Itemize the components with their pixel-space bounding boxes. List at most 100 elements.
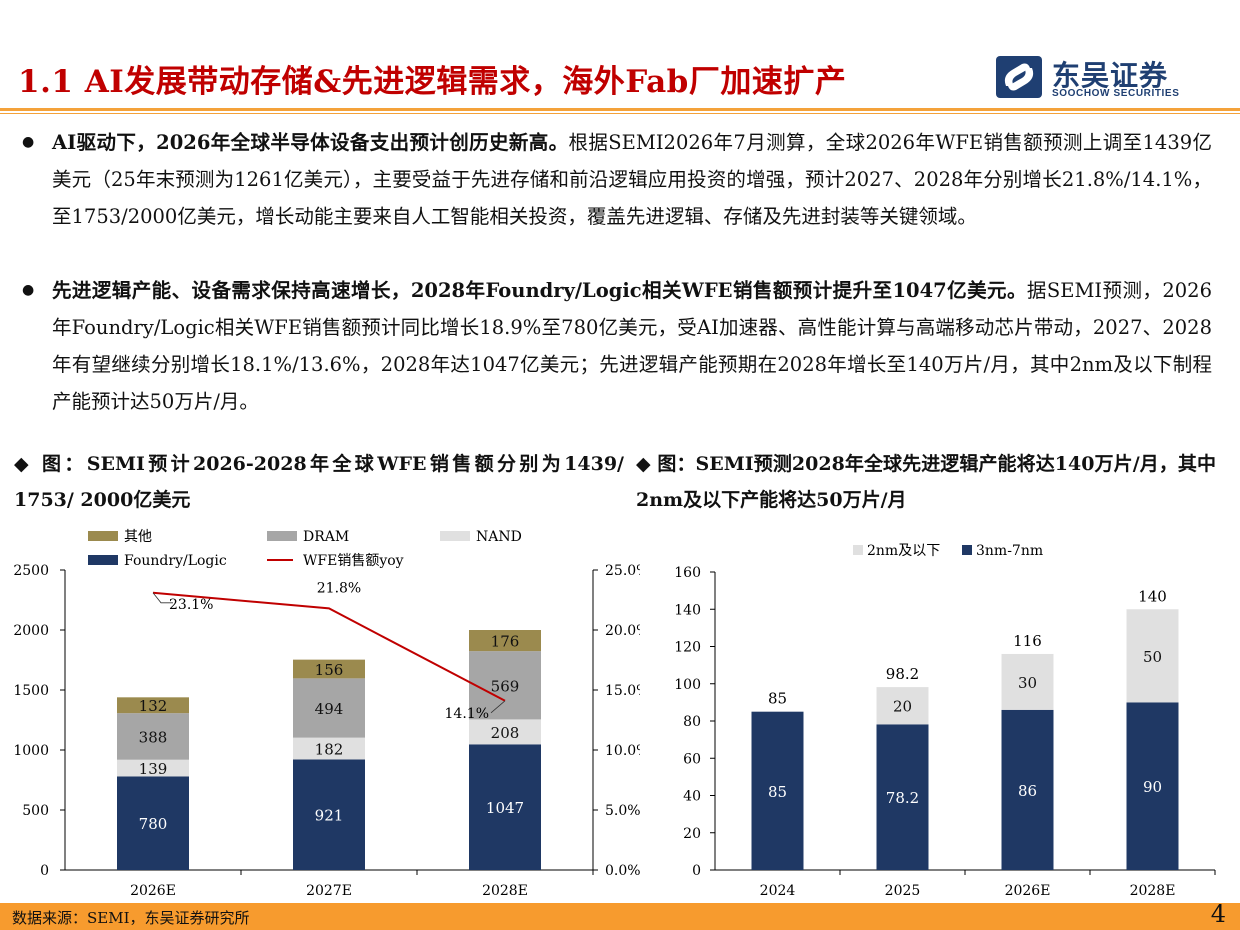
line-label: 23.1% <box>169 597 213 613</box>
yoy-line <box>152 591 506 702</box>
leader-line <box>152 592 173 604</box>
data-label: 182 <box>315 741 344 759</box>
wfe-sales-chart: 0 500 1000 1500 2000 2500 0.0% 5.0% 10.0% 15.0% 20… <box>13 529 640 899</box>
bar-segment <box>876 687 929 725</box>
y-tick-label: 120 <box>674 640 701 656</box>
y-tick-label-left: 1500 <box>13 683 49 699</box>
y-tick-label-left: 2500 <box>13 563 49 579</box>
bar-segment <box>117 713 189 760</box>
legend-swatch <box>962 545 972 555</box>
bar-segment <box>293 678 365 738</box>
bar-segment <box>469 719 541 745</box>
y-tick-label-right: 15.0% <box>605 683 640 699</box>
bar-segment <box>117 776 189 870</box>
y-tick-label-right: 5.0% <box>605 803 640 819</box>
total-label: 116 <box>1013 632 1042 650</box>
legend-swatch <box>440 531 470 541</box>
bar-segment <box>293 659 365 679</box>
logo-text-cn: 东吴证券 <box>1052 59 1169 92</box>
y-tick-label-left: 2000 <box>13 623 49 639</box>
bullet-1-text: 根据SEMI2026年7月测算，全球2026年WFE销售额预测上调至1439亿美… <box>52 131 1213 228</box>
bar-segment <box>469 630 541 652</box>
header-divider <box>0 108 1240 111</box>
bullet-2-lead: 先进逻辑产能、设备需求保持高速增长，2028年Foundry/Logic相关WF… <box>52 279 1027 302</box>
y-tick-label: 0 <box>692 863 701 879</box>
data-label: 85 <box>768 783 787 801</box>
bar-segment <box>1126 702 1179 870</box>
data-label: 780 <box>139 815 168 833</box>
footer-bar <box>0 903 1240 930</box>
y-tick-label: 100 <box>674 677 701 693</box>
data-label: 156 <box>315 661 344 679</box>
data-label: 132 <box>139 697 168 715</box>
bullet-paragraph-1: AI驱动下，2026年全球半导体设备支出预计创历史新高。根据SEMI2026年7… <box>52 124 1212 235</box>
y-tick-label-left: 500 <box>22 803 49 819</box>
bar-segment <box>293 737 365 760</box>
bar-segment <box>1126 609 1179 703</box>
data-label: 50 <box>1143 648 1162 666</box>
y-tick-label: 20 <box>683 826 701 842</box>
legend-swatch <box>267 531 297 541</box>
bar-segment <box>117 759 189 777</box>
page-title: 1.1 AI发展带动存储&先进逻辑需求，海外Fab厂加速扩产 <box>18 64 847 100</box>
legend-swatch <box>88 555 118 565</box>
figure-title-right: ◆ 图：SEMI预测2028年全球先进逻辑产能将达140万片/月，其中2nm及以… <box>636 453 1216 511</box>
total-label: 140 <box>1138 587 1167 605</box>
x-tick-label: 2028E <box>482 883 528 899</box>
total-label: 98.2 <box>886 665 919 683</box>
bullet-dot-icon: ● <box>22 134 35 150</box>
legend-swatch <box>853 545 863 555</box>
legend-label: 2nm及以下 <box>867 543 940 559</box>
data-label: 30 <box>1018 674 1037 692</box>
line-label: 21.8% <box>317 580 361 596</box>
y-tick-label-left: 0 <box>40 863 49 879</box>
legend-label: NAND <box>476 529 522 545</box>
bar-segment <box>469 744 541 870</box>
data-label: 569 <box>491 677 520 695</box>
bar-segment <box>117 697 189 714</box>
bar-segment <box>469 651 541 720</box>
y-tick-label-right: 0.0% <box>605 863 640 879</box>
legend-swatch <box>88 531 118 541</box>
y-tick-label-left: 1000 <box>13 743 49 759</box>
y-tick-label-right: 10.0% <box>605 743 640 759</box>
data-label: 494 <box>315 700 344 718</box>
x-tick-label: 2028E <box>1130 883 1176 899</box>
total-label: 85 <box>768 690 787 708</box>
data-label: 20 <box>893 698 912 716</box>
soochow-logo-icon <box>996 56 1042 98</box>
data-label: 90 <box>1143 778 1162 796</box>
y-tick-label-right: 20.0% <box>605 623 640 639</box>
x-tick-label: 2024 <box>760 883 796 899</box>
y-tick-label: 140 <box>674 602 701 618</box>
data-label: 176 <box>491 633 520 651</box>
data-label: 921 <box>315 807 344 825</box>
source-note: 数据来源：SEMI，东吴证券研究所 <box>12 909 250 927</box>
bar-segment <box>751 711 804 870</box>
bullet-1-lead: AI驱动下，2026年全球半导体设备支出预计创历史新高。 <box>52 131 569 154</box>
data-label: 86 <box>1018 782 1037 800</box>
bullet-paragraph-2: 先进逻辑产能、设备需求保持高速增长，2028年Foundry/Logic相关WF… <box>52 272 1212 420</box>
bar-segment <box>1001 709 1054 870</box>
legend-label: DRAM <box>303 529 349 545</box>
x-tick-label: 2026E <box>1005 883 1051 899</box>
y-tick-label: 160 <box>674 565 701 581</box>
page-number: 4 <box>1210 900 1226 928</box>
logo-text-en: SOOCHOW SECURITIES <box>1052 88 1180 99</box>
legend-label: 其他 <box>124 529 152 545</box>
bar-segment <box>293 759 365 870</box>
leader-line <box>490 700 506 714</box>
bar-segment <box>1001 653 1054 710</box>
data-label: 139 <box>139 760 168 778</box>
y-tick-label-right: 25.0% <box>605 563 640 579</box>
figure-title-left: ◆ 图：SEMI预计2026-2028年全球WFE销售额分别为1439/ 175… <box>14 453 624 511</box>
y-tick-label: 60 <box>683 751 701 767</box>
x-tick-label: 2026E <box>130 883 176 899</box>
data-label: 78.2 <box>886 789 919 807</box>
legend-label: 3nm-7nm <box>976 543 1043 559</box>
y-tick-label: 40 <box>683 789 701 805</box>
bullet-dot-icon: ● <box>22 282 35 298</box>
data-label: 388 <box>139 728 168 746</box>
line-label: 14.1% <box>445 706 489 722</box>
legend-label: Foundry/Logic <box>124 553 227 569</box>
